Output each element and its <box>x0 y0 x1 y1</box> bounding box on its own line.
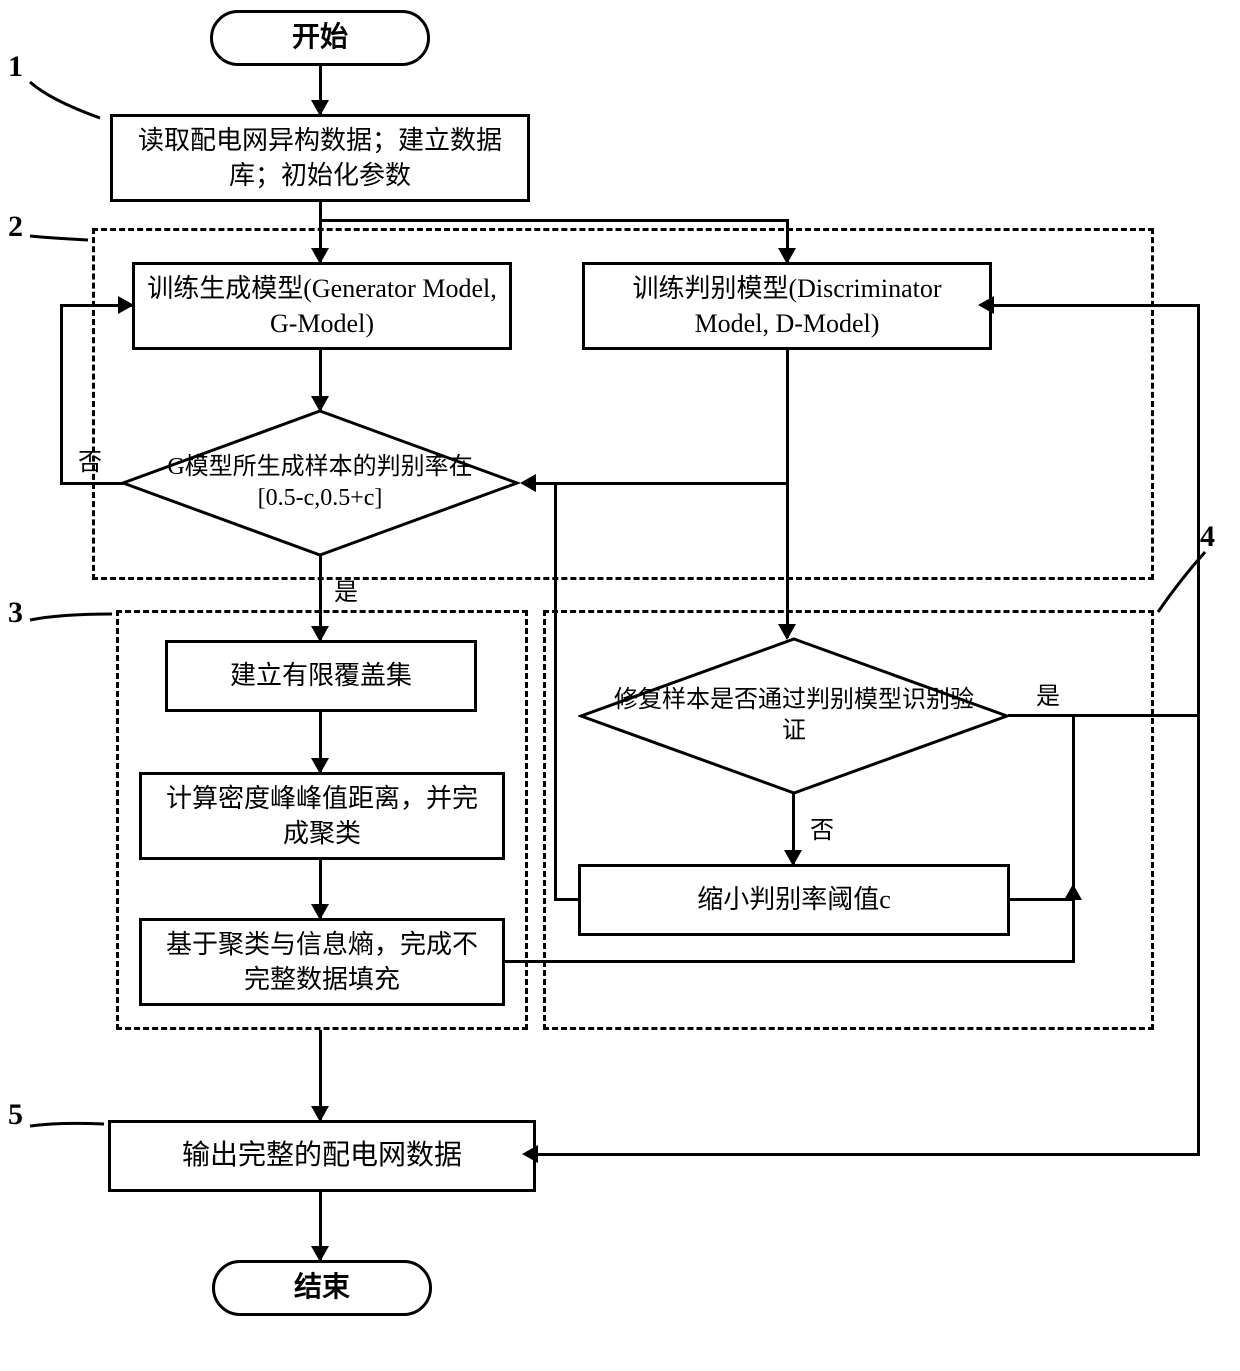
flowchart-canvas: 1 2 3 4 5 开始 读取配电网异构数据；建立数据库；初始化参数 训练生成模… <box>0 0 1240 1371</box>
arrow-to-dmodel <box>778 248 796 264</box>
cover-node: 建立有限覆盖集 <box>165 640 477 712</box>
edge-split-h <box>319 219 789 222</box>
decision2-node: 修复样本是否通过判别模型识别验证 <box>578 636 1010 796</box>
arrow-yes-output <box>522 1145 538 1163</box>
cover-label: 建立有限覆盖集 <box>230 658 412 693</box>
edge-dmodel-dec2 <box>786 482 789 638</box>
edge-dec2-yes-v <box>1197 306 1200 1156</box>
edge-dmodel-to-dec1 <box>534 482 789 485</box>
section-label-2: 2 <box>8 210 23 244</box>
arrow-cluster-fill <box>311 904 329 920</box>
end-node: 结束 <box>212 1260 432 1316</box>
arrow-feedback-dmodel <box>978 296 994 314</box>
decision1-node: G模型所生成样本的判别率在[0.5-c,0.5+c] <box>120 408 520 558</box>
decision1-label: G模型所生成样本的判别率在[0.5-c,0.5+c] <box>150 452 490 514</box>
arrow-output-end <box>311 1246 329 1262</box>
edge-shrink-up <box>554 482 557 901</box>
fill-label: 基于聚类与信息熵，完成不完整数据填充 <box>154 927 490 997</box>
edge-dmodel-down <box>786 350 789 484</box>
dmodel-node: 训练判别模型(Discriminator Model, D-Model) <box>582 262 992 350</box>
edge-fill-right <box>505 960 1075 963</box>
output-label: 输出完整的配电网数据 <box>182 1137 462 1175</box>
arrow-cover-cluster <box>311 758 329 774</box>
arrow-dec1-no <box>118 296 134 314</box>
section-label-1: 1 <box>8 50 23 84</box>
cluster-label: 计算密度峰峰值距离，并完成聚类 <box>154 781 490 851</box>
section-label-4: 4 <box>1200 520 1215 554</box>
edge-feedback-dmodel <box>992 304 1200 307</box>
arrow-dec1-yes <box>311 626 329 642</box>
section-label-5: 5 <box>8 1098 23 1132</box>
arrow-dmodel-dec2 <box>778 624 796 640</box>
edge-fill-to-shrink <box>1010 898 1075 901</box>
arrow-fill-output <box>311 1106 329 1122</box>
edge-dec1-no-v <box>60 304 63 485</box>
decision2-label: 修复样本是否通过判别模型识别验证 <box>608 685 980 747</box>
end-label: 结束 <box>294 1269 350 1307</box>
arrow-start-init <box>311 100 329 116</box>
init-node: 读取配电网异构数据；建立数据库；初始化参数 <box>110 114 530 202</box>
init-label: 读取配电网异构数据；建立数据库；初始化参数 <box>125 123 515 193</box>
edge-dec2-yes-h <box>1008 714 1200 717</box>
branch-yes1-label: 是 <box>334 572 358 607</box>
arrow-to-gmodel <box>311 248 329 264</box>
arrow-dec2-no <box>784 850 802 866</box>
dmodel-label: 训练判别模型(Discriminator Model, D-Model) <box>597 271 977 341</box>
fill-node: 基于聚类与信息熵，完成不完整数据填充 <box>139 918 505 1006</box>
branch-no1-label: 否 <box>78 442 102 477</box>
arrow-gmodel-dec1 <box>311 396 329 412</box>
gmodel-node: 训练生成模型(Generator Model, G-Model) <box>132 262 512 350</box>
start-label: 开始 <box>292 19 348 57</box>
start-node: 开始 <box>210 10 430 66</box>
shrink-label: 缩小判别率阈值c <box>697 882 891 917</box>
edge-dec1-no-h <box>60 482 123 485</box>
shrink-node: 缩小判别率阈值c <box>578 864 1010 936</box>
branch-no2-label: 否 <box>810 810 834 845</box>
edge-shrink-left <box>554 898 580 901</box>
branch-yes2-label: 是 <box>1036 676 1060 711</box>
output-node: 输出完整的配电网数据 <box>108 1120 536 1192</box>
edge-dec2-yes-h2 <box>536 1153 1200 1156</box>
cluster-node: 计算密度峰峰值距离，并完成聚类 <box>139 772 505 860</box>
arrow-dmodel-dec1 <box>520 474 536 492</box>
edge-fill-up2 <box>1072 716 1075 963</box>
section-label-3: 3 <box>8 596 23 630</box>
gmodel-label: 训练生成模型(Generator Model, G-Model) <box>147 271 497 341</box>
